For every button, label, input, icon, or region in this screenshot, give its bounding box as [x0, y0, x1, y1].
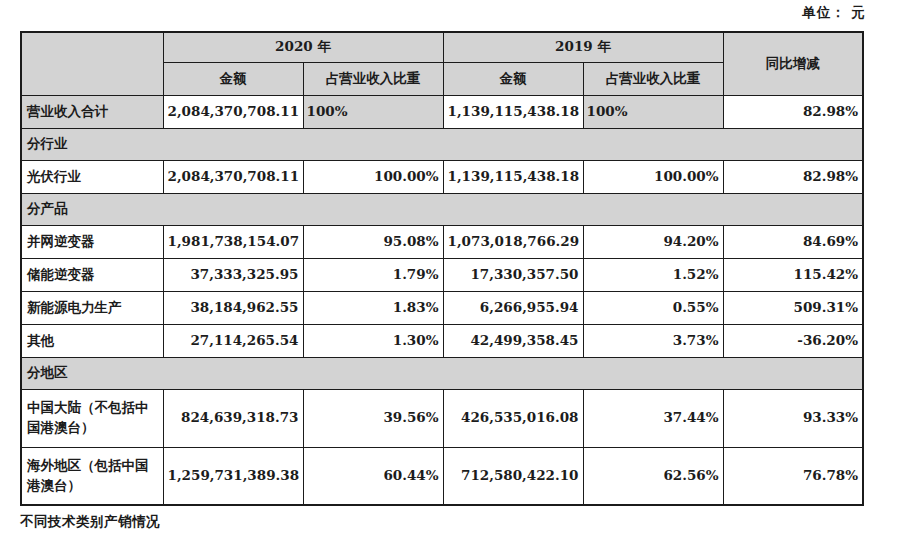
row-label-cell: 储能逆变器 [21, 258, 163, 291]
amount-2020-header: 金额 [163, 62, 303, 95]
section-row: 分产品 [21, 193, 863, 225]
row-label-cell: 中国大陆（不包括中国港澳台） [21, 389, 163, 447]
section-label: 分行业 [21, 128, 863, 160]
amount-2019-cell: 426,535,016.08 [443, 389, 583, 447]
revenue-breakdown-table: 2020 年 2019 年 同比增减 金额 占营业收入比重 金额 占营业收入比重… [20, 31, 864, 506]
section-row: 分地区 [21, 357, 863, 389]
ratio-2020-cell: 39.56% [303, 389, 443, 447]
table-row: 新能源电力生产38,184,962.551.83%6,266,955.940.5… [21, 291, 863, 324]
ratio-2020-cell: 1.79% [303, 258, 443, 291]
amount-2019-cell: 17,330,357.50 [443, 258, 583, 291]
row-label-cell: 其他 [21, 324, 163, 357]
yoy-cell: 509.31% [723, 291, 863, 324]
ratio-2019-cell: 100% [583, 95, 723, 128]
ratio-2019-cell: 0.55% [583, 291, 723, 324]
amount-2020-cell: 2,084,370,708.11 [163, 160, 303, 193]
year-2020-header: 2020 年 [163, 32, 443, 62]
ratio-2019-cell: 100.00% [583, 160, 723, 193]
ratio-2019-cell: 62.56% [583, 447, 723, 505]
table-body: 营业收入合计2,084,370,708.11100%1,139,115,438.… [21, 95, 863, 505]
section-label: 分地区 [21, 357, 863, 389]
row-label-cell: 光伏行业 [21, 160, 163, 193]
ratio-2019-cell: 37.44% [583, 389, 723, 447]
ratio-2020-cell: 1.30% [303, 324, 443, 357]
corner-header-cell [21, 32, 163, 95]
ratio-2020-cell: 1.83% [303, 291, 443, 324]
ratio-2019-cell: 1.52% [583, 258, 723, 291]
amount-2019-cell: 1,139,115,438.18 [443, 160, 583, 193]
amount-2020-cell: 2,084,370,708.11 [163, 95, 303, 128]
amount-2020-cell: 38,184,962.55 [163, 291, 303, 324]
ratio-2019-cell: 3.73% [583, 324, 723, 357]
row-label-cell: 海外地区（包括中国港澳台） [21, 447, 163, 505]
yoy-cell: 93.33% [723, 389, 863, 447]
year-2019-header: 2019 年 [443, 32, 723, 62]
report-page: 单位： 元 2020 年 2019 年 同比增减 金额 占营业收入比重 金额 占… [0, 0, 900, 540]
table-row: 并网逆变器1,981,738,154.0795.08%1,073,018,766… [21, 225, 863, 258]
table-row: 储能逆变器37,333,325.951.79%17,330,357.501.52… [21, 258, 863, 291]
amount-2020-cell: 27,114,265.54 [163, 324, 303, 357]
unit-label: 单位： 元 [802, 4, 866, 22]
amount-2020-cell: 1,981,738,154.07 [163, 225, 303, 258]
row-label-cell: 营业收入合计 [21, 95, 163, 128]
table-row: 其他27,114,265.541.30%42,499,358.453.73%-3… [21, 324, 863, 357]
section-label: 分产品 [21, 193, 863, 225]
ratio-2020-cell: 95.08% [303, 225, 443, 258]
yoy-cell: 84.69% [723, 225, 863, 258]
row-label-cell: 新能源电力生产 [21, 291, 163, 324]
yoy-header: 同比增减 [723, 32, 863, 95]
table-row: 光伏行业2,084,370,708.11100.00%1,139,115,438… [21, 160, 863, 193]
yoy-cell: 115.42% [723, 258, 863, 291]
amount-2020-cell: 1,259,731,389.38 [163, 447, 303, 505]
ratio-2020-header: 占营业收入比重 [303, 62, 443, 95]
ratio-2020-cell: 100.00% [303, 160, 443, 193]
yoy-cell: -36.20% [723, 324, 863, 357]
yoy-cell: 82.98% [723, 95, 863, 128]
amount-2019-cell: 6,266,955.94 [443, 291, 583, 324]
total-row: 营业收入合计2,084,370,708.11100%1,139,115,438.… [21, 95, 863, 128]
ratio-2020-cell: 100% [303, 95, 443, 128]
amount-2019-cell: 1,139,115,438.18 [443, 95, 583, 128]
ratio-2019-cell: 94.20% [583, 225, 723, 258]
section-row: 分行业 [21, 128, 863, 160]
yoy-cell: 76.78% [723, 447, 863, 505]
ratio-2019-header: 占营业收入比重 [583, 62, 723, 95]
table-row: 中国大陆（不包括中国港澳台）824,639,318.7339.56%426,53… [21, 389, 863, 447]
amount-2019-cell: 42,499,358.45 [443, 324, 583, 357]
footer-note: 不同技术类别产销情况 [20, 513, 160, 531]
amount-2020-cell: 824,639,318.73 [163, 389, 303, 447]
amount-2019-cell: 1,073,018,766.29 [443, 225, 583, 258]
amount-2019-header: 金额 [443, 62, 583, 95]
amount-2019-cell: 712,580,422.10 [443, 447, 583, 505]
ratio-2020-cell: 60.44% [303, 447, 443, 505]
table-row: 海外地区（包括中国港澳台）1,259,731,389.3860.44%712,5… [21, 447, 863, 505]
yoy-cell: 82.98% [723, 160, 863, 193]
row-label-cell: 并网逆变器 [21, 225, 163, 258]
table-header: 2020 年 2019 年 同比增减 金额 占营业收入比重 金额 占营业收入比重 [21, 32, 863, 95]
amount-2020-cell: 37,333,325.95 [163, 258, 303, 291]
